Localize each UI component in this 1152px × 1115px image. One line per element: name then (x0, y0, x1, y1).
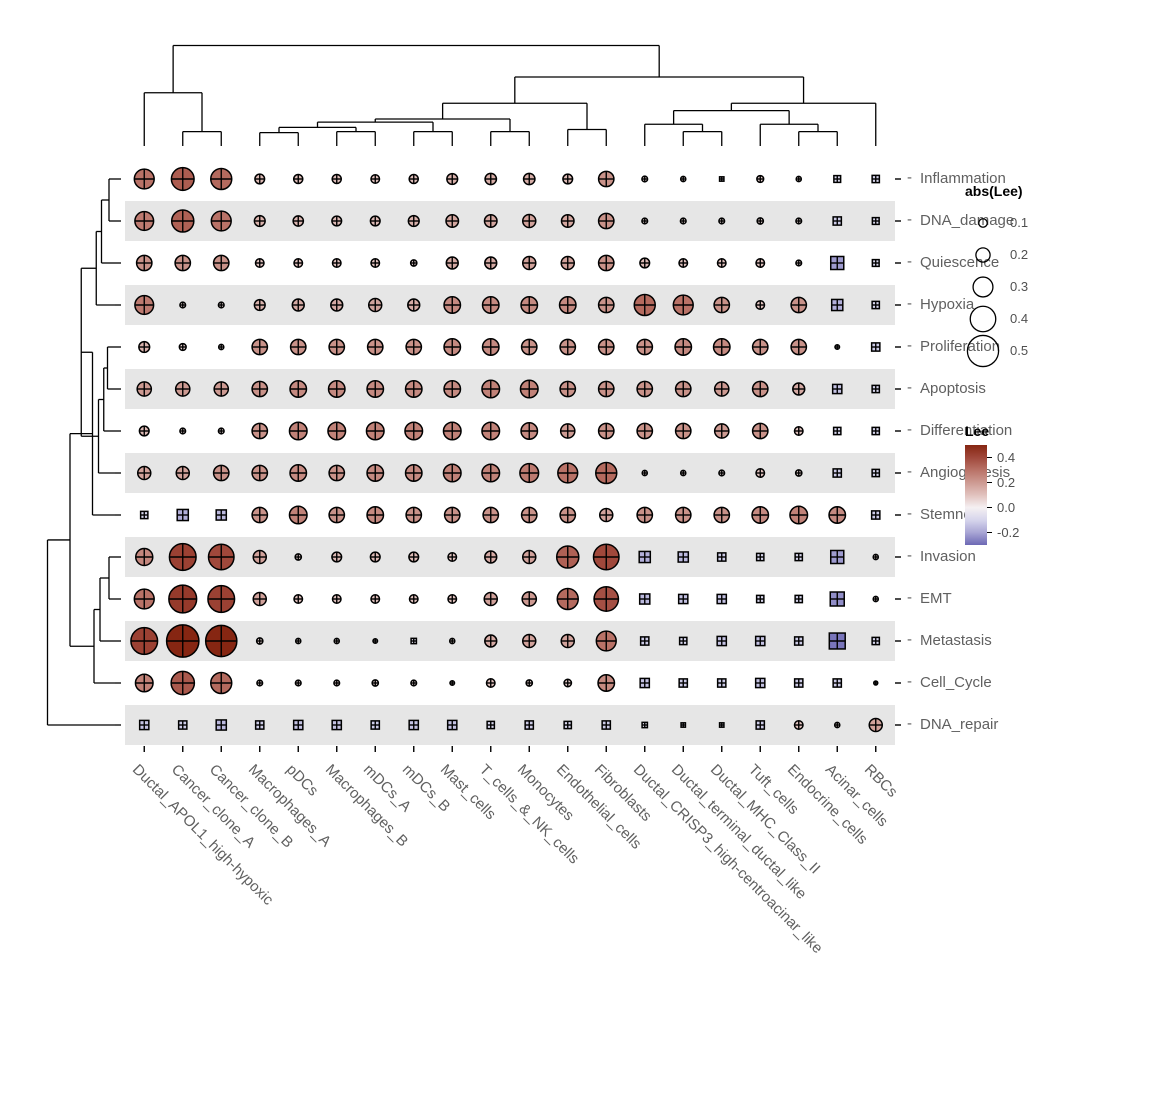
legend-label: abs(Lee) (965, 183, 1023, 199)
legend-label: 0.0 (997, 500, 1015, 515)
bubble-heatmap: Inflammation-DNA_damage-Quiescence-Hypox… (20, 20, 1152, 1095)
legend-label: 0.3 (1010, 279, 1028, 294)
legend-label: 0.4 (1010, 311, 1028, 326)
legend-label: 0.2 (1010, 247, 1028, 262)
legend-label: 0.5 (1010, 343, 1028, 358)
legend-label: Lee (965, 423, 989, 439)
legend-label: -0.2 (997, 525, 1019, 540)
legend-label: 0.2 (997, 475, 1015, 490)
legends (20, 20, 1152, 1095)
legend-label: 0.4 (997, 450, 1015, 465)
legend-label: 0.1 (1010, 215, 1028, 230)
